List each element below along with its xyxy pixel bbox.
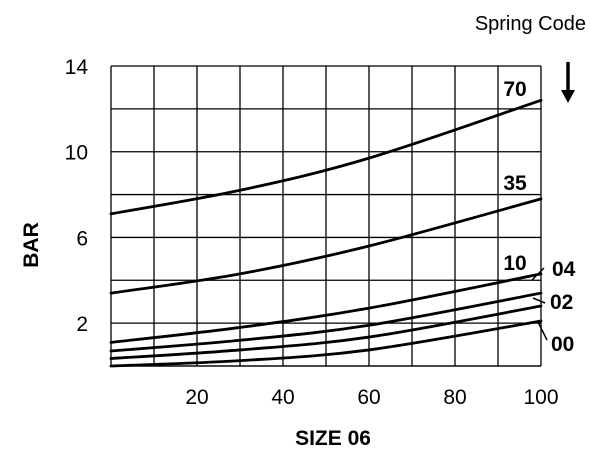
y-tick-label: 6 <box>76 227 88 250</box>
label-leader-02 <box>532 297 546 304</box>
series-line-04 <box>109 291 543 353</box>
x-tick-label: 100 <box>523 386 558 409</box>
x-tick-label: 80 <box>443 386 466 409</box>
y-tick-label: 10 <box>65 142 88 165</box>
series-line-10 <box>109 272 543 344</box>
x-tick-label: 20 <box>185 386 208 409</box>
curves <box>109 98 543 368</box>
label-leader-04 <box>531 267 545 281</box>
spring-code-header: Spring Code <box>475 13 586 35</box>
y-axis-title: BAR <box>20 222 43 268</box>
curve-labels: 70 35 10 04 02 00 <box>503 78 575 356</box>
series-line-02 <box>109 304 543 360</box>
series-line-35 <box>109 197 543 295</box>
spring-code-label-35: 35 <box>503 172 527 195</box>
spring-code-label-00: 00 <box>551 333 574 356</box>
spring-code-label-02: 02 <box>550 291 573 314</box>
series-line-70 <box>109 98 543 216</box>
spring-code-label-70: 70 <box>503 78 526 101</box>
label-leader-00 <box>537 321 548 341</box>
x-tick-label: 60 <box>357 386 380 409</box>
series-line-00 <box>109 319 543 368</box>
ticks: 14 10 6 2 20 40 60 80 100 <box>65 56 559 409</box>
spring-code-label-04: 04 <box>552 258 576 281</box>
grid <box>110 65 542 367</box>
y-tick-label: 14 <box>65 56 89 79</box>
x-tick-label: 40 <box>271 386 294 409</box>
y-tick-label: 2 <box>76 313 88 336</box>
x-axis-title: SIZE 06 <box>295 427 371 450</box>
down-arrow-icon <box>561 62 575 103</box>
spring-code-label-10: 10 <box>503 252 526 275</box>
